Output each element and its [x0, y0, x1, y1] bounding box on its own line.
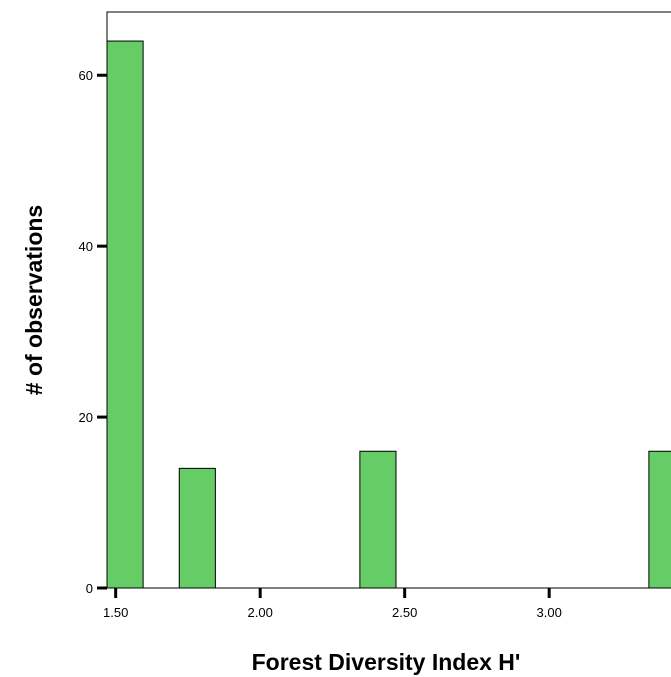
- x-tick-label: 3.00: [537, 605, 562, 620]
- y-tick-label: 20: [79, 410, 93, 425]
- bar-3: [359, 450, 397, 589]
- y-axis: 0 20 40 60: [79, 68, 107, 596]
- y-tick-label: 40: [79, 239, 93, 254]
- x-tick-label: 2.50: [392, 605, 417, 620]
- x-axis: 1.50 2.00 2.50 3.00: [103, 588, 562, 620]
- bar-1: [106, 40, 144, 589]
- bar-4: [648, 450, 671, 589]
- x-tick-label: 1.50: [103, 605, 128, 620]
- y-tick-label: 60: [79, 68, 93, 83]
- x-tick-label: 2.00: [248, 605, 273, 620]
- bar-2: [178, 467, 216, 589]
- bars-group: [106, 40, 671, 589]
- y-axis-title: # of observations: [21, 205, 47, 395]
- y-tick-label: 0: [86, 581, 93, 596]
- x-axis-title: Forest Diversity Index H': [252, 649, 521, 675]
